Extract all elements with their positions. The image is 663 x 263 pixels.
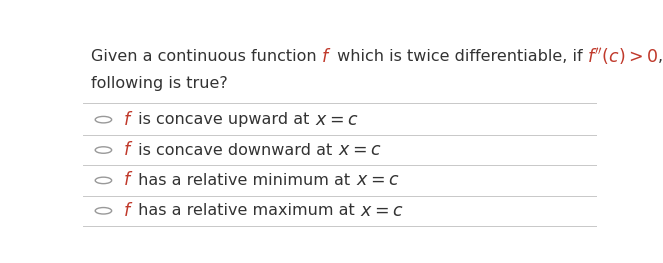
Text: , which of the: , which of the (658, 49, 663, 64)
Text: $\mathit{f}$: $\mathit{f}$ (123, 171, 133, 189)
Text: Given a continuous function: Given a continuous function (91, 49, 322, 64)
Text: $\mathit{f}$: $\mathit{f}$ (123, 141, 133, 159)
Text: is concave downward at: is concave downward at (133, 143, 337, 158)
Text: following is true?: following is true? (91, 76, 227, 91)
Text: $f''(c) > 0$: $f''(c) > 0$ (587, 46, 658, 67)
Text: $x = c$: $x = c$ (315, 111, 358, 129)
Text: $\mathit{f}$: $\mathit{f}$ (322, 48, 332, 66)
Text: $\mathit{f}$: $\mathit{f}$ (123, 111, 133, 129)
Text: $x = c$: $x = c$ (355, 171, 399, 189)
Text: has a relative minimum at: has a relative minimum at (133, 173, 355, 188)
Text: $\mathit{f}$: $\mathit{f}$ (123, 202, 133, 220)
Text: which is twice differentiable, if: which is twice differentiable, if (332, 49, 587, 64)
Text: $x = c$: $x = c$ (337, 141, 381, 159)
Text: has a relative maximum at: has a relative maximum at (133, 203, 360, 218)
Text: $x = c$: $x = c$ (360, 202, 404, 220)
Text: is concave upward at: is concave upward at (133, 112, 315, 127)
